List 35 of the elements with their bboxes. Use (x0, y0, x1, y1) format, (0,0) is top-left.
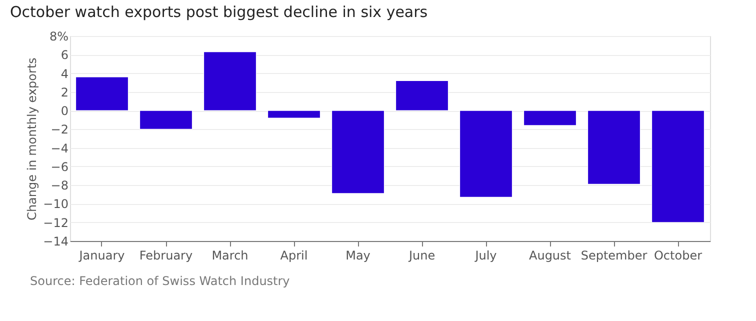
bar (459, 110, 513, 198)
bar (587, 110, 641, 184)
x-tick-label: September (580, 248, 648, 262)
bar (523, 110, 577, 126)
y-tick-label: −10 (43, 197, 68, 212)
bar (651, 110, 705, 223)
x-tick-label: January (78, 248, 125, 262)
bar (331, 110, 385, 194)
x-tick-label: February (139, 248, 193, 262)
x-tick-label: August (529, 248, 572, 262)
x-tick-label: May (346, 248, 370, 262)
y-tick-label: 4 (60, 66, 68, 81)
y-tick-label: −6 (50, 160, 68, 174)
y-tick-label: 2 (60, 85, 68, 100)
y-tick-label: −8 (50, 178, 68, 193)
bar (395, 80, 449, 111)
x-tick-label: March (212, 248, 248, 262)
x-tick-label: April (280, 248, 308, 262)
y-tick-label: −14 (43, 234, 68, 248)
x-tick-label: June (408, 248, 436, 262)
x-tick-label: October (654, 248, 702, 262)
y-tick-label: −4 (50, 141, 68, 156)
chart-title: October watch exports post biggest decline in six years (10, 3, 428, 21)
x-tick-label: July (474, 248, 497, 262)
y-tick-label: 8% (49, 30, 68, 44)
bar (139, 110, 193, 130)
bar (75, 76, 129, 111)
y-tick-label: −12 (43, 216, 68, 230)
y-axis-title: Change in monthly exports (25, 58, 40, 220)
bar (267, 110, 321, 118)
y-tick-label: 0 (60, 104, 68, 118)
bar (203, 52, 257, 111)
y-tick-label: −2 (50, 122, 68, 137)
source-note: Source: Federation of Swiss Watch Industry (30, 274, 290, 288)
y-tick-label: 6 (60, 48, 68, 62)
